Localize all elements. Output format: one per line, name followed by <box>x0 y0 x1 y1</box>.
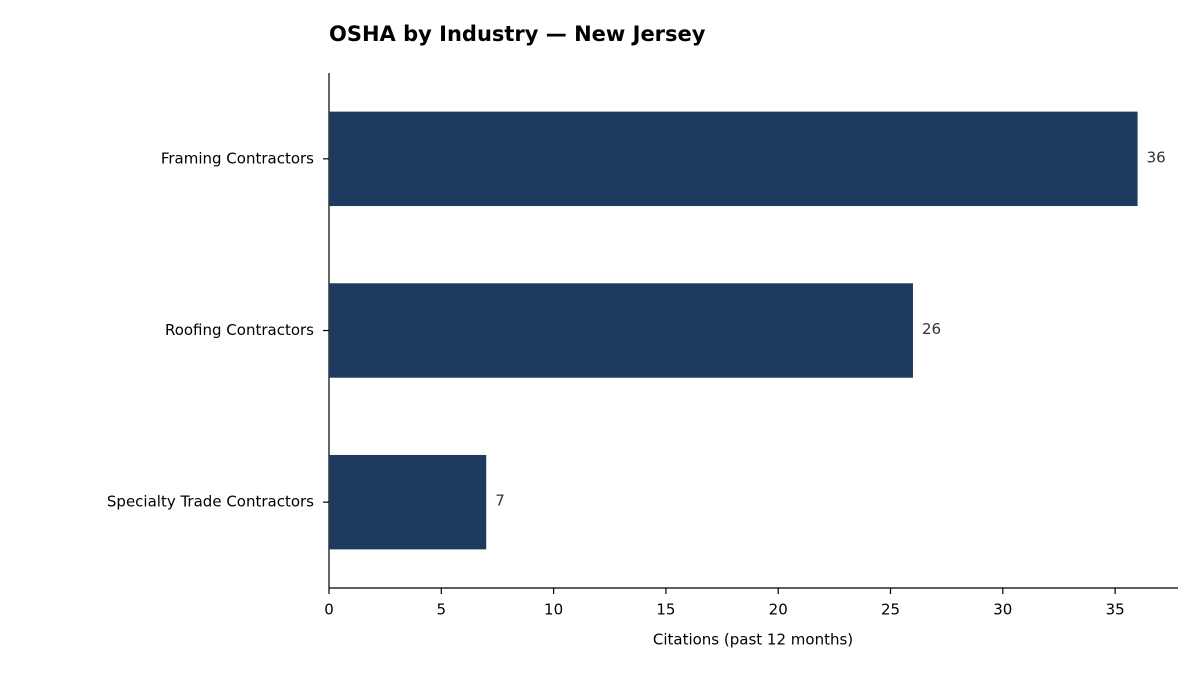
y-tick-label: Framing Contractors <box>161 149 314 167</box>
bar <box>329 111 1138 207</box>
x-tick-label: 25 <box>881 601 900 619</box>
chart-title: OSHA by Industry — New Jersey <box>329 22 706 46</box>
x-axis-label: Citations (past 12 months) <box>653 631 853 649</box>
bar <box>329 454 487 550</box>
value-label: 26 <box>922 320 941 338</box>
y-tick-label: Specialty Trade Contractors <box>107 493 314 511</box>
x-tick-label: 0 <box>324 601 334 619</box>
x-tick-label: 30 <box>993 601 1012 619</box>
x-tick-label: 20 <box>769 601 788 619</box>
x-tick-label: 5 <box>437 601 447 619</box>
y-tick-label: Roofing Contractors <box>165 321 314 339</box>
x-tick-label: 10 <box>544 601 563 619</box>
bar <box>329 283 913 378</box>
value-label: 7 <box>495 492 505 510</box>
value-label: 36 <box>1147 148 1166 166</box>
x-tick-label: 15 <box>656 601 675 619</box>
x-tick-label: 35 <box>1106 601 1125 619</box>
